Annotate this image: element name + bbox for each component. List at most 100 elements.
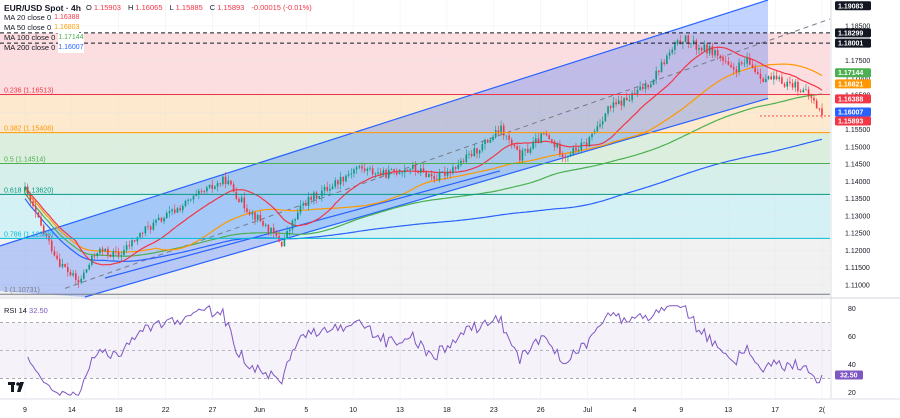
candle xyxy=(310,193,312,204)
candle-body xyxy=(679,40,682,44)
candle xyxy=(732,63,735,75)
candle xyxy=(395,167,398,177)
candle xyxy=(628,95,631,103)
candle-body xyxy=(347,174,350,176)
open-label: O xyxy=(85,3,92,12)
candle xyxy=(387,165,390,180)
candle-body xyxy=(559,143,561,155)
candle-body xyxy=(604,113,607,122)
candle xyxy=(243,192,246,213)
candle-body xyxy=(286,230,288,239)
candle-body xyxy=(497,130,500,134)
candle-body xyxy=(366,168,369,171)
candle-body xyxy=(748,57,751,65)
time-tick-label: 4 xyxy=(633,407,637,414)
indicator-ma200[interactable]: MA 200 close 0 1.16007 xyxy=(4,43,314,53)
candle xyxy=(527,144,529,154)
high-label: H xyxy=(127,3,134,12)
price-badge-bg xyxy=(835,1,871,11)
candle xyxy=(660,58,663,73)
candle-body xyxy=(200,190,203,192)
candle-body xyxy=(690,42,692,44)
candle xyxy=(535,133,537,148)
candle xyxy=(518,145,521,163)
candle-body xyxy=(454,167,457,169)
candle-body xyxy=(738,62,740,72)
candle-body xyxy=(628,100,631,101)
candle-body xyxy=(478,150,481,154)
rsi-legend[interactable]: RSI 14 32.50 xyxy=(4,306,48,315)
candle-body xyxy=(315,192,318,199)
candle xyxy=(232,181,235,193)
candle-body xyxy=(406,169,409,171)
candle-body xyxy=(444,171,446,176)
candle-body xyxy=(198,190,200,195)
candle-body xyxy=(131,240,133,247)
candle-body xyxy=(743,63,746,65)
candle-body xyxy=(553,141,556,148)
candle-body xyxy=(107,248,109,255)
candle xyxy=(513,143,516,149)
candle-body xyxy=(56,255,58,260)
candle xyxy=(575,142,577,154)
time-tick-label: 14 xyxy=(68,407,76,414)
candle-body xyxy=(695,40,698,50)
rsi-tick-label: 40 xyxy=(848,362,856,369)
indicator-ma20[interactable]: MA 20 close 0 1.16388 xyxy=(4,13,314,23)
candle-body xyxy=(280,241,283,247)
candle-body xyxy=(181,206,184,211)
candle xyxy=(727,56,730,66)
candle-body xyxy=(104,248,107,252)
indicator-ma50[interactable]: MA 50 close 0 1.16803 xyxy=(4,23,314,33)
candle-body xyxy=(711,46,714,56)
candle xyxy=(700,46,703,54)
symbol-title[interactable]: EUR/USD Spot · 4h xyxy=(4,3,81,13)
candle xyxy=(735,65,738,78)
price-badge-label: 1.17144 xyxy=(838,70,863,77)
open-value: 1.15903 xyxy=(93,3,121,12)
candle-body xyxy=(414,164,417,171)
candle-body xyxy=(460,160,462,165)
candle xyxy=(192,194,195,204)
candle-body xyxy=(494,130,497,138)
candle-body xyxy=(58,259,61,267)
candle xyxy=(505,135,508,141)
candle-body xyxy=(168,211,171,213)
time-tick-label: Jun xyxy=(254,407,265,414)
candle-body xyxy=(722,57,724,61)
candle-body xyxy=(371,168,374,175)
candle xyxy=(652,79,655,86)
candle-body xyxy=(698,47,700,50)
candle xyxy=(125,241,128,253)
ma20-label: MA 20 close 0 xyxy=(4,13,52,22)
time-tick-label: 18 xyxy=(443,407,451,414)
candle-body xyxy=(69,272,72,276)
candle xyxy=(355,165,358,174)
candle-body xyxy=(50,240,53,252)
candle xyxy=(133,239,136,243)
candle xyxy=(757,68,759,75)
candle xyxy=(53,246,56,257)
candle xyxy=(642,83,644,92)
candle xyxy=(377,167,379,175)
candle-body xyxy=(115,251,117,253)
candle xyxy=(206,185,208,194)
candle xyxy=(609,104,612,112)
candle-body xyxy=(502,125,505,136)
candle xyxy=(272,223,275,238)
candle-body xyxy=(462,160,465,162)
price-badge: 1.18001 xyxy=(835,38,871,48)
candle xyxy=(366,167,369,176)
candle-body xyxy=(240,197,243,202)
candle xyxy=(460,157,462,167)
candle xyxy=(561,151,564,163)
candle-body xyxy=(521,150,524,161)
candle-body xyxy=(37,212,40,218)
candle-body xyxy=(326,186,329,191)
indicator-ma100[interactable]: MA 100 close 0 1.17144 xyxy=(4,33,314,43)
candle-body xyxy=(374,173,377,175)
ohlc-close: C 1.15893 xyxy=(210,3,247,13)
candle xyxy=(617,95,620,105)
candle-body xyxy=(601,121,604,125)
